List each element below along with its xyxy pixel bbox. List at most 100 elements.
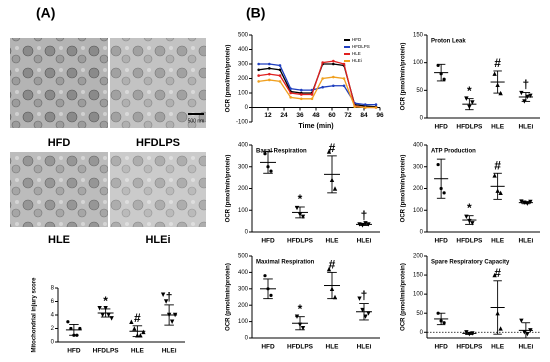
data-point — [106, 312, 111, 318]
x-tick-label: HLEi — [518, 124, 533, 131]
significance-marker: # — [494, 158, 501, 172]
y-tick-label: 150 — [413, 33, 424, 39]
y-tick-label: 100 — [238, 91, 249, 97]
y-tick-label: 2 — [51, 326, 55, 332]
x-tick-label: 48 — [312, 112, 320, 119]
data-point — [519, 90, 524, 96]
data-point — [528, 199, 533, 205]
micrograph — [10, 152, 108, 227]
series-point — [332, 59, 335, 63]
x-tick-label: 72 — [344, 112, 352, 119]
y-tick-label: 200 — [413, 254, 424, 260]
x-tick-label: HFD — [434, 344, 448, 351]
micrograph-label: HFDLPS — [136, 137, 180, 149]
y-tick-label: 300 — [413, 164, 424, 170]
y-tick-label: -100 — [236, 120, 249, 126]
series-point — [321, 85, 324, 89]
data-point — [492, 272, 497, 278]
x-tick-label: HFD — [261, 238, 275, 245]
x-tick-label: HLEi — [357, 344, 372, 351]
data-point — [464, 214, 469, 219]
series-point — [332, 75, 335, 79]
data-point — [492, 71, 497, 76]
y-tick-label: 300 — [238, 164, 249, 170]
legend-label: HFD — [352, 37, 362, 42]
series-point — [257, 68, 260, 72]
micrograph — [110, 152, 206, 227]
x-tick-label: HLE — [491, 344, 505, 351]
y-axis-label: Mitochondrial injury score — [32, 277, 38, 353]
y-tick-label: 100 — [413, 208, 424, 214]
series-line — [258, 63, 376, 106]
x-tick-label: HFD — [261, 344, 275, 351]
series-point — [332, 62, 335, 66]
micrograph-label: HLE — [48, 234, 70, 246]
chart-title: Proton Leak — [431, 39, 466, 45]
y-tick-label: 100 — [413, 292, 424, 298]
data-point — [528, 93, 533, 99]
x-tick-label: HLEi — [518, 238, 533, 245]
x-axis-label: Time (min) — [298, 123, 333, 130]
series-point — [268, 78, 271, 82]
series-point — [257, 62, 260, 66]
y-axis-label: OCR (pmol/min/protein) — [226, 45, 232, 113]
data-point — [269, 293, 273, 297]
x-tick-label: HFDLPS — [287, 344, 314, 351]
series-point — [268, 72, 271, 76]
data-point — [492, 173, 497, 178]
data-point — [300, 214, 306, 219]
significance-marker: † — [166, 290, 173, 304]
y-tick-label: 100 — [238, 208, 249, 214]
data-point — [442, 77, 446, 81]
series-point — [364, 106, 367, 109]
x-tick-label: HFD — [67, 348, 81, 355]
series-point — [321, 61, 324, 64]
data-point — [169, 319, 175, 324]
significance-marker: * — [103, 294, 108, 308]
y-axis-label: OCR (pmol/min/protein) — [226, 155, 232, 223]
series-point — [278, 74, 282, 77]
x-tick-label: HFDLPS — [456, 238, 483, 245]
series-point — [374, 106, 378, 109]
panel-label: (B) — [246, 5, 265, 21]
scale-label: 500 nm — [188, 118, 205, 124]
series-point — [342, 77, 346, 80]
x-tick-label: HFDLPS — [456, 344, 483, 351]
series-point — [342, 84, 346, 88]
chart-title: Spare Respiratory Capacity — [431, 260, 510, 266]
data-point — [263, 152, 267, 156]
data-point — [294, 205, 300, 211]
data-point — [300, 325, 306, 331]
y-tick-label: 150 — [413, 273, 424, 279]
x-tick-label: HLE — [131, 348, 145, 355]
data-point — [66, 320, 70, 324]
data-point — [498, 190, 503, 196]
micrograph-label: HLEi — [145, 234, 170, 246]
data-point — [160, 292, 166, 297]
data-point — [436, 162, 440, 167]
significance-marker: † — [361, 289, 368, 303]
data-point — [78, 326, 82, 331]
series-point — [374, 103, 378, 106]
data-point — [69, 326, 73, 331]
series-point — [332, 84, 335, 88]
x-tick-label: 24 — [280, 112, 288, 119]
y-tick-label: 0 — [420, 230, 424, 236]
significance-marker: # — [134, 311, 141, 325]
y-tick-label: 100 — [238, 319, 249, 325]
y-tick-label: 4 — [51, 313, 55, 319]
data-point — [269, 169, 273, 173]
y-tick-label: 400 — [413, 143, 424, 149]
y-tick-label: 6 — [51, 299, 55, 305]
significance-marker: * — [467, 201, 472, 215]
series-point — [364, 103, 367, 106]
data-point — [163, 299, 169, 304]
y-tick-label: 0 — [420, 330, 424, 336]
data-point — [519, 318, 524, 324]
y-tick-label: 400 — [238, 143, 249, 149]
y-axis-label: OCR (pmol/min/protein) — [401, 155, 407, 223]
x-tick-label: HFD — [434, 124, 448, 131]
data-point — [470, 221, 475, 226]
data-point — [442, 191, 446, 195]
